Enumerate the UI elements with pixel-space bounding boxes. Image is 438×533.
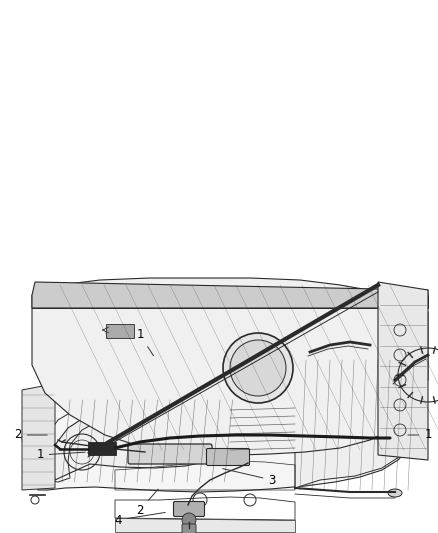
FancyBboxPatch shape — [128, 444, 212, 464]
Polygon shape — [32, 282, 428, 308]
Circle shape — [182, 513, 196, 527]
FancyBboxPatch shape — [106, 324, 134, 338]
Polygon shape — [375, 362, 412, 388]
Text: 2: 2 — [136, 489, 158, 516]
Polygon shape — [52, 398, 240, 480]
Polygon shape — [22, 385, 55, 490]
Ellipse shape — [139, 352, 157, 362]
FancyBboxPatch shape — [182, 524, 196, 533]
Polygon shape — [32, 278, 428, 455]
Circle shape — [223, 333, 293, 403]
Text: 1: 1 — [136, 328, 153, 356]
FancyBboxPatch shape — [206, 448, 250, 465]
FancyBboxPatch shape — [384, 432, 408, 448]
Polygon shape — [115, 518, 295, 532]
Circle shape — [282, 335, 308, 361]
Ellipse shape — [369, 341, 381, 359]
FancyBboxPatch shape — [88, 442, 116, 455]
FancyBboxPatch shape — [173, 502, 205, 516]
Text: 4: 4 — [114, 512, 165, 527]
Polygon shape — [22, 348, 420, 492]
Text: 3: 3 — [223, 469, 276, 487]
Ellipse shape — [388, 489, 402, 497]
Circle shape — [230, 340, 286, 396]
Ellipse shape — [286, 335, 304, 345]
Text: 1: 1 — [408, 429, 432, 441]
Polygon shape — [32, 295, 428, 308]
Text: 1: 1 — [36, 448, 85, 462]
Polygon shape — [378, 282, 428, 460]
Circle shape — [135, 352, 161, 378]
Polygon shape — [295, 350, 420, 488]
Text: 2: 2 — [14, 429, 47, 441]
